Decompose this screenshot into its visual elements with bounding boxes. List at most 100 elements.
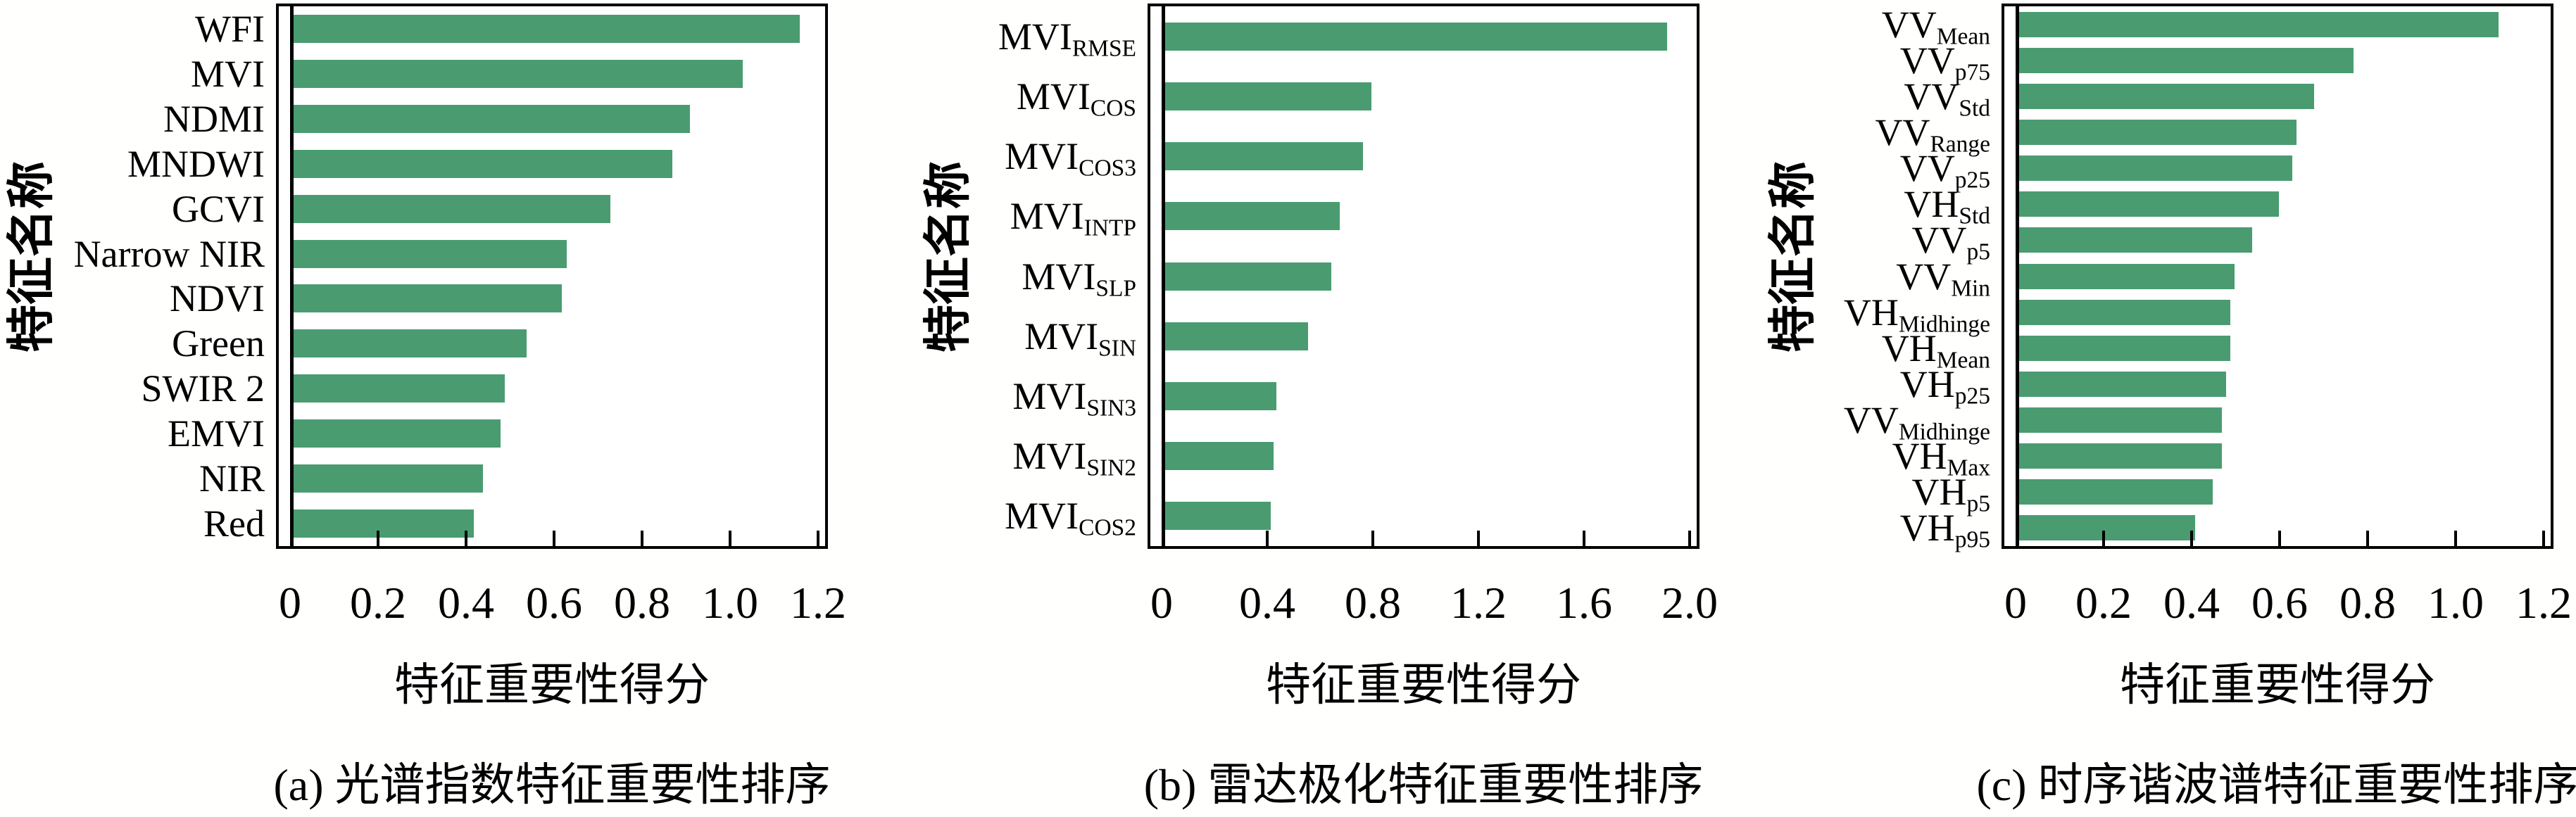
zero-axis-line [1162,6,1165,546]
category-label: MVICOS3 [1005,135,1136,182]
category-label: VVMean [1881,3,1990,49]
x-tick-mark [641,531,643,546]
x-tick-label: 1.0 [2427,578,2484,628]
x-tick-mark [729,531,731,546]
category-label: VVRange [1875,110,1990,158]
x-tick-mark [817,531,819,546]
category-label: MVIRMSE [998,15,1136,61]
x-tick-label: 1.2 [2515,578,2572,628]
bar [294,284,563,313]
x-axis-title: 特征重要性得分 [2120,660,2435,710]
x-tick-label: 0 [1150,578,1173,628]
x-tick-mark [553,531,555,546]
category-label: MVISLP [1022,255,1136,301]
category-label: MVISIN2 [1012,435,1136,481]
bar [1165,381,1276,410]
category-label: VHp25 [1899,362,1990,410]
chart-caption: (a) 光谱指数特征重要性排序 [273,760,831,810]
x-axis-title: 特征重要性得分 [1266,660,1581,710]
bar [294,464,483,493]
bar [2019,191,2279,217]
category-label: VHMidhinge [1843,291,1990,337]
x-tick-mark [465,531,467,546]
category-label: VVp25 [1899,147,1990,194]
plot-area [1148,4,1699,549]
category-label: SWIR 2 [141,367,265,410]
bar [294,374,505,403]
x-tick-mark [2278,531,2281,546]
bar [1165,22,1667,51]
bar [1165,322,1308,350]
bar [2019,443,2222,469]
x-tick-mark [1371,531,1374,546]
x-tick-label: 0.2 [350,578,406,628]
x-tick-label: 1.6 [1556,578,1612,628]
bar [2019,119,2297,145]
bar [294,419,501,448]
panel-radar-polarization: 特征名称 特征重要性得分 (b) 雷达极化特征重要性排序 MVIRMSE MVIC… [859,0,1718,817]
x-tick-mark [2542,531,2545,546]
category-label: MVIINTP [1010,195,1136,241]
category-label: EMVI [168,412,265,455]
bar [2019,335,2230,361]
chart-caption: (c) 时序谐波谱特征重要性排序 [1976,760,2576,810]
bar [2019,156,2292,182]
x-tick-mark [377,531,379,546]
x-tick-mark [1688,531,1691,546]
bar [2019,479,2213,505]
category-label: VHMean [1881,327,1990,374]
category-label: VVMin [1896,255,1990,301]
category-label: MVISIN [1024,315,1136,362]
bar [2019,515,2195,541]
category-label: VHp5 [1911,471,1990,517]
bar [1165,142,1364,171]
category-label: VVStd [1904,75,1990,122]
bar [294,239,567,268]
category-label: Green [172,322,265,365]
bar [294,509,475,538]
plot-area [2002,4,2553,549]
category-label: VVp5 [1911,219,1990,265]
x-tick-label: 0.8 [614,578,670,628]
category-label: WFI [195,7,265,50]
category-label: MVICOS [1016,75,1136,122]
bar [2019,227,2253,253]
x-tick-mark [2366,531,2369,546]
zero-axis-line [290,6,294,546]
category-label: NDVI [170,277,265,320]
x-tick-mark [2190,531,2193,546]
plot-area [276,4,828,549]
category-label: Narrow NIR [73,232,265,275]
category-label: VHp95 [1899,507,1990,553]
bar [2019,47,2354,73]
x-tick-label: 0.6 [2251,578,2308,628]
x-tick-label: 1.2 [790,578,846,628]
bar [294,149,672,178]
panel-spectral-indices: 特征名称 特征重要性得分 (a) 光谱指数特征重要性排序 WFI MVI NDMI M… [0,0,859,817]
x-tick-label: 1.0 [702,578,758,628]
x-tick-label: 0.2 [2075,578,2132,628]
bar [2019,299,2230,325]
category-label: MVICOS2 [1005,495,1136,541]
category-label: VVp75 [1899,39,1990,86]
category-label: VHMax [1892,435,1990,481]
bar [1165,442,1274,471]
x-tick-mark [1477,531,1480,546]
bar [294,329,527,358]
bar [1165,202,1340,231]
x-tick-mark [1583,531,1585,546]
category-label: MVISIN3 [1012,374,1136,422]
bar [294,104,690,133]
bar [1165,502,1271,531]
x-tick-mark [2454,531,2457,546]
bar [1165,262,1332,291]
bar [294,194,610,223]
chart-caption: (b) 雷达极化特征重要性排序 [1143,760,1704,810]
category-label: NIR [199,457,265,500]
bar [2019,11,2499,37]
category-label: MNDWI [127,142,265,185]
bar [2019,263,2235,289]
x-tick-label: 0.8 [2339,578,2396,628]
category-label: NDMI [163,97,265,140]
